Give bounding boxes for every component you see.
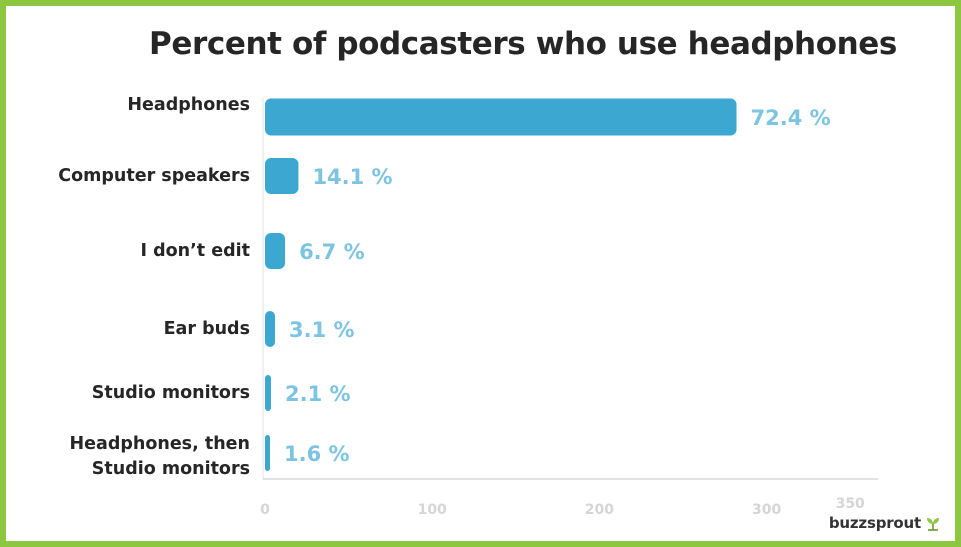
- category-label: Headphones: [127, 95, 250, 115]
- category-label: Computer speakers: [58, 166, 250, 186]
- x-tick-label: 200: [585, 502, 614, 518]
- bar: [265, 435, 270, 471]
- category-label: Studio monitors: [92, 383, 250, 403]
- category-label: Headphones, then: [70, 434, 251, 454]
- x-tick-label: 100: [418, 502, 447, 518]
- x-tick-label: 0: [260, 502, 270, 518]
- data-label: 72.4 %: [751, 106, 831, 130]
- data-label: 3.1 %: [289, 318, 355, 342]
- x-tick-label: 300: [752, 502, 781, 518]
- logo-text: buzzsprout: [828, 514, 921, 532]
- category-label: Ear buds: [164, 319, 250, 339]
- bar: [265, 158, 299, 194]
- data-label: 1.6 %: [284, 442, 350, 466]
- bar: [265, 375, 271, 411]
- sprout-icon: [927, 518, 939, 531]
- bar-chart: 0 100 200 300 350 72.4 % Headphones 14.1 % Compu…: [58, 95, 878, 518]
- buzzsprout-logo: buzzsprout: [829, 514, 941, 532]
- bar: [265, 233, 286, 269]
- category-label: Studio monitors: [92, 459, 250, 479]
- bar: [265, 98, 737, 136]
- category-label: I don’t edit: [141, 241, 250, 261]
- data-label: 2.1 %: [285, 382, 351, 406]
- chart-title: Percent of podcasters who use headphones: [149, 26, 897, 62]
- x-tick-label: 350: [836, 496, 865, 512]
- bar: [265, 311, 276, 347]
- data-label: 6.7 %: [299, 240, 365, 264]
- data-label: 14.1 %: [312, 165, 392, 189]
